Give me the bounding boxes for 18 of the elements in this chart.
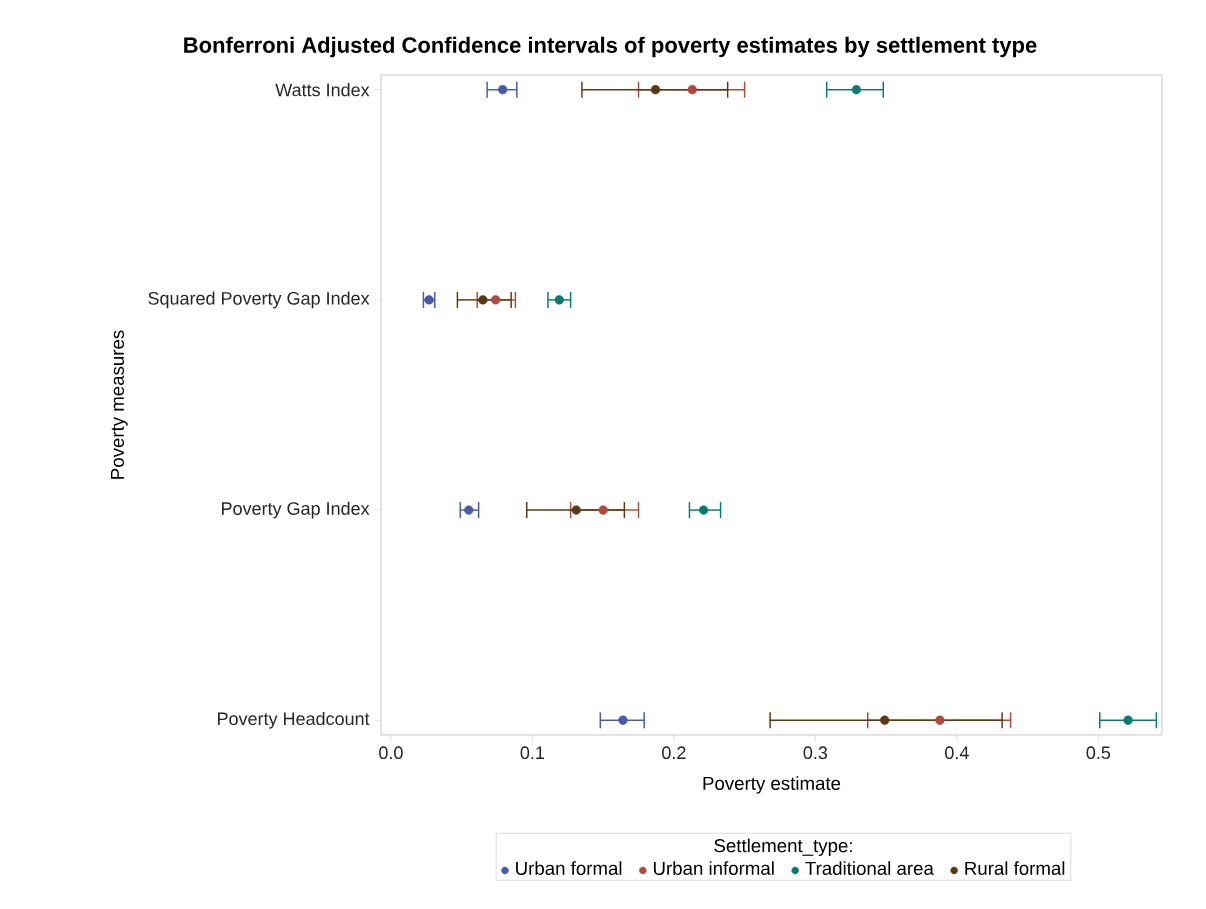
x-tick-label: 0.4 [945,746,969,760]
x-axis-title: Poverty estimate [703,776,841,794]
legend-label: Urban formal [516,861,622,875]
x-tick-label: 0.5 [1086,746,1111,760]
x-tick-label: 0.3 [803,746,828,760]
x-tick-label: 0.1 [520,746,545,760]
x-tick-label: 0.0 [379,746,403,760]
y-tick-label: Watts Index [275,83,370,97]
legend-title: Settlement_type: [714,838,852,856]
y-tick-label: Poverty Gap Index [222,501,370,519]
legend-label: Traditional area [805,861,934,875]
chart-title: Bonferroni Adjusted Confidence intervals of poverty estimates by settlement type [184,36,1037,58]
y-tick-label: Squared Poverty Gap Index [148,291,370,309]
y-axis-title: Poverty measures [110,330,128,479]
legend-label: Rural formal [965,861,1065,875]
legend-label: Urban informal [653,861,774,875]
x-tick-label: 0.2 [662,746,686,760]
y-tick-label: Poverty Headcount [218,711,370,729]
